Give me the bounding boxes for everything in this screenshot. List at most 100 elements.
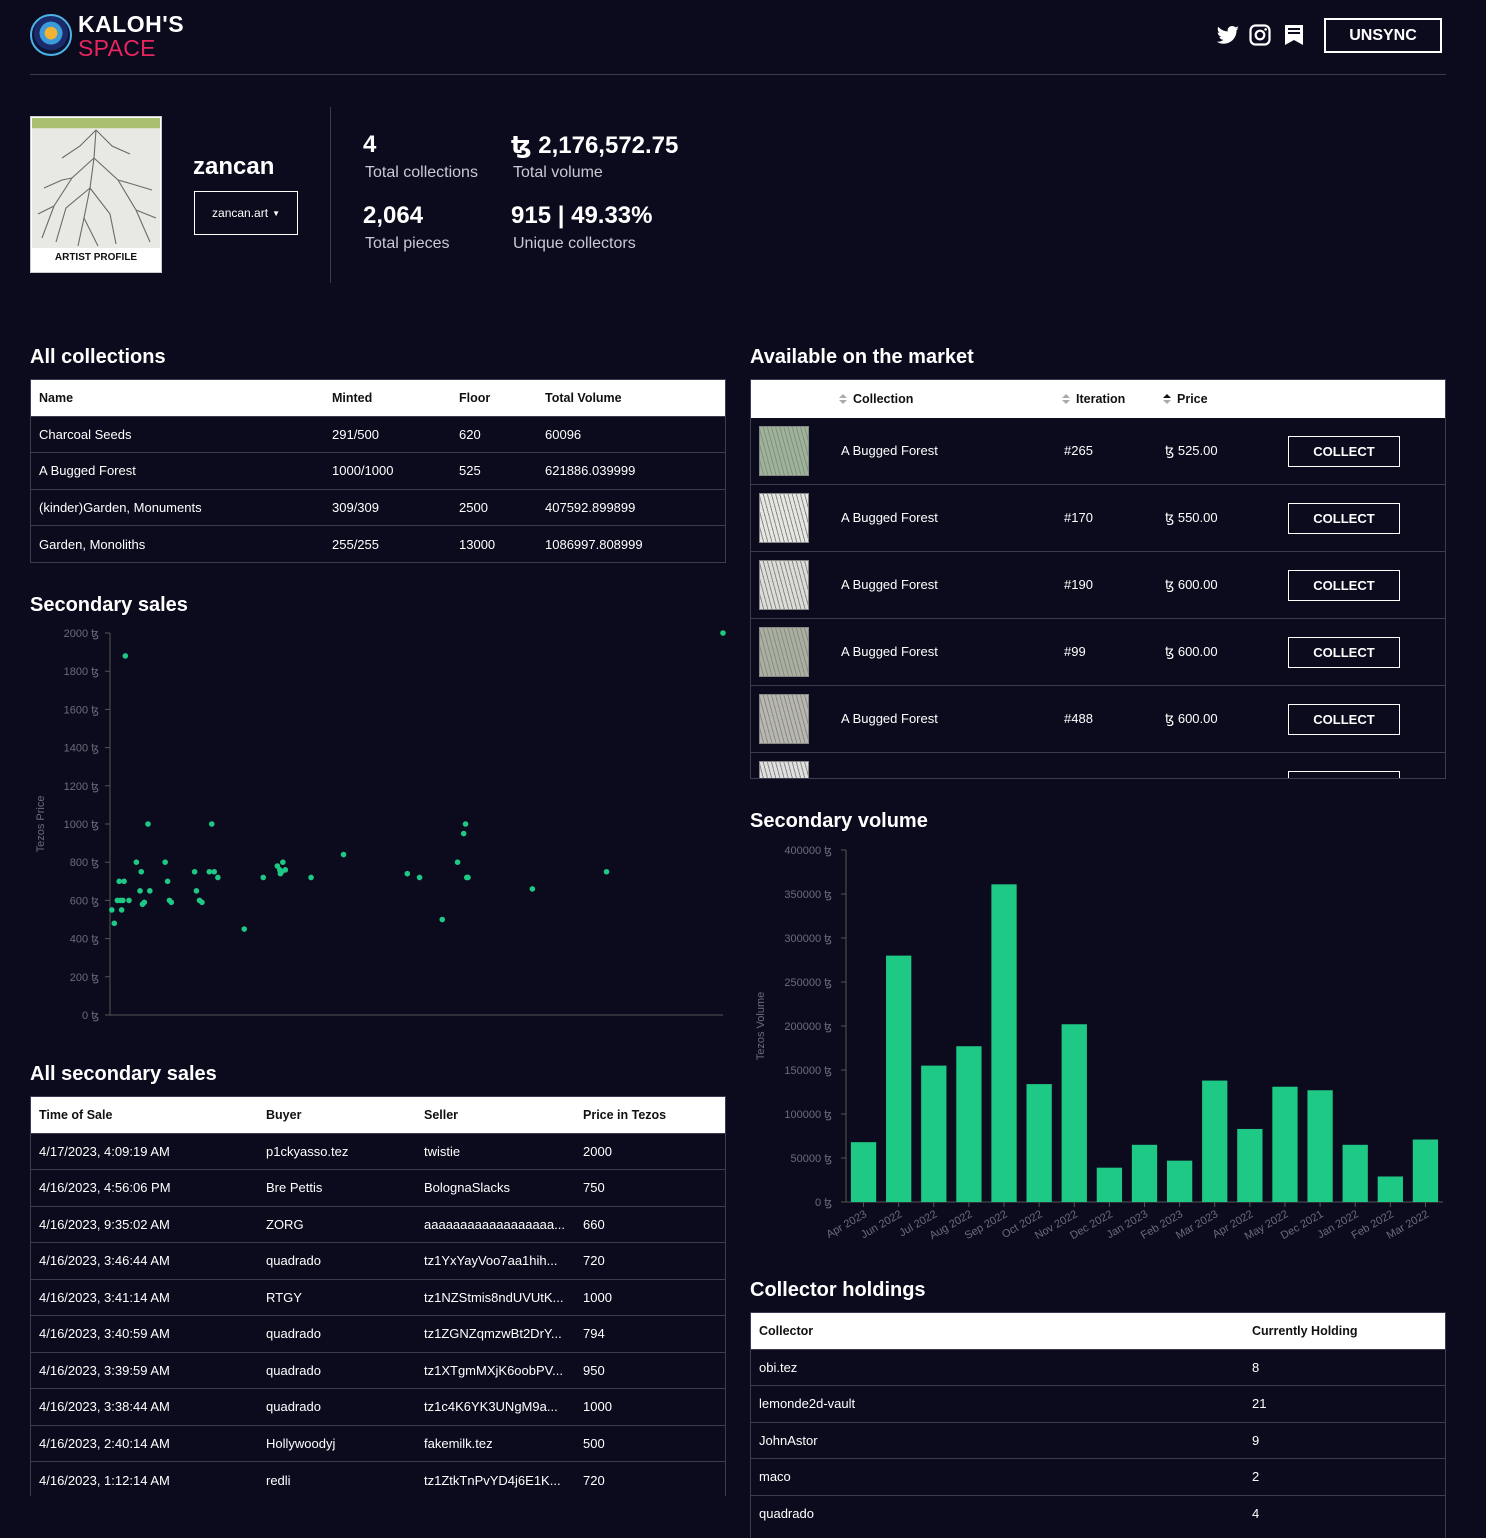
y-tick-label: 1600 ꜩ (64, 704, 100, 716)
market-row[interactable]: A Bugged Forest #265 ꜩ 525.00 COLLECT (751, 418, 1445, 485)
table-row[interactable]: A Bugged Forest 1000/1000 525 621886.039… (31, 452, 725, 489)
logo-title[interactable]: KALOH'S (78, 11, 185, 37)
col-price-in-tezos[interactable]: Price in Tezos (583, 1107, 667, 1122)
scatter-point (164, 878, 171, 885)
total-collections-value: 4 (363, 131, 377, 158)
market-row[interactable]: A Bugged Forest #99 ꜩ 600.00 COLLECT (751, 619, 1445, 686)
market-row[interactable]: A Bugged Forest #170 ꜩ 550.00 COLLECT (751, 485, 1445, 552)
secondary-volume-chart: 0 ꜩ 50000 ꜩ 100000 ꜩ 150000 ꜩ 200000 ꜩ 250000… (755, 845, 1443, 1243)
col-buyer[interactable]: Buyer (266, 1107, 302, 1122)
table-row[interactable]: maco 2 (751, 1458, 1445, 1495)
volume-bar (991, 884, 1017, 1202)
y-axis-label: Tezos Volume (755, 992, 767, 1060)
collect-button[interactable]: COLLECT (1288, 704, 1400, 735)
col-price[interactable]: Price (1163, 392, 1208, 406)
artwork-thumbnail[interactable] (759, 761, 809, 778)
secondary-sales-title: Secondary sales (30, 594, 188, 616)
artwork-thumbnail[interactable] (759, 493, 809, 543)
sale-buyer: redli (258, 1461, 416, 1496)
market-row[interactable]: COLLECT (751, 753, 1445, 778)
market-row[interactable]: A Bugged Forest #488 ꜩ 600.00 COLLECT (751, 686, 1445, 753)
market-row[interactable]: A Bugged Forest #190 ꜩ 600.00 COLLECT (751, 552, 1445, 619)
y-tick-label: 100000 ꜩ (784, 1109, 832, 1121)
artwork-thumbnail[interactable] (759, 694, 809, 744)
table-row[interactable]: 4/16/2023, 4:56:06 PM Bre Pettis BolognaSl… (31, 1169, 725, 1206)
table-row[interactable]: 4/16/2023, 3:40:59 AM quadrado tz1ZGNZqmzw… (31, 1315, 725, 1352)
collect-button[interactable]: COLLECT (1288, 503, 1400, 534)
table-row[interactable]: quadrado 4 (751, 1494, 1445, 1532)
collect-button[interactable]: COLLECT (1288, 436, 1400, 467)
y-tick-label: 200 ꜩ (70, 972, 99, 984)
col-currently-holding[interactable]: Currently Holding (1252, 1323, 1358, 1338)
sort-icon (839, 394, 847, 404)
col-minted[interactable]: Minted (332, 390, 373, 405)
table-row[interactable]: (kinder)Garden, Monuments 309/309 2500 4… (31, 488, 725, 526)
sale-buyer: quadrado (258, 1242, 416, 1279)
col-seller[interactable]: Seller (424, 1107, 459, 1122)
table-row[interactable]: 4/16/2023, 1:12:14 AM redli tz1ZtkTnPvYD4j… (31, 1461, 725, 1496)
collect-button[interactable]: COLLECT (1288, 771, 1400, 778)
artist-name: zancan (193, 153, 275, 180)
col-iteration[interactable]: Iteration (1062, 392, 1125, 406)
artwork-thumbnail[interactable] (759, 627, 809, 677)
artwork-thumbnail[interactable] (759, 560, 809, 610)
caret-down-icon: ▼ (272, 208, 280, 218)
website-dropdown[interactable]: zancan.art ▼ (194, 191, 298, 235)
col-collection[interactable]: Collection (839, 392, 913, 406)
artwork-thumbnail[interactable] (759, 426, 809, 476)
scatter-point (208, 821, 215, 827)
col-collector[interactable]: Collector (759, 1323, 814, 1338)
scatter-point (465, 874, 471, 881)
scatter-point (462, 821, 469, 827)
secondary-volume-title: Secondary volume (750, 810, 928, 832)
table-row[interactable]: 4/16/2023, 3:46:44 AM quadrado tz1YxYayVoo… (31, 1242, 725, 1279)
sale-price: 1000 (575, 1278, 725, 1316)
table-row[interactable]: Charcoal Seeds 291/500 620 60096 (31, 415, 725, 453)
table-row[interactable]: 4/16/2023, 3:41:14 AM RTGY tz1NZStmis8ndUV… (31, 1278, 725, 1316)
logo-subtitle[interactable]: SPACE (78, 35, 156, 61)
col-name[interactable]: Name (39, 390, 74, 405)
collect-button[interactable]: COLLECT (1288, 570, 1400, 601)
artist-profile-card[interactable]: ARTIST PROFILE (30, 116, 162, 273)
table-row[interactable]: 4/16/2023, 9:35:02 AM ZORG aaaaaaaaaaaaaaa… (31, 1205, 725, 1243)
collector-holding: 4 (1244, 1494, 1445, 1532)
table-row[interactable]: lemonde2d-vault 21 (751, 1385, 1445, 1422)
col-time-of-sale[interactable]: Time of Sale (39, 1107, 113, 1122)
volume-bar (956, 1046, 982, 1202)
scatter-point (138, 868, 145, 875)
table-row[interactable]: 4/17/2023, 4:09:19 AM p1ckyasso.tez twisti… (31, 1132, 725, 1170)
y-tick-label: 2000 ꜩ (64, 628, 100, 640)
sale-price: 660 (575, 1205, 725, 1243)
scatter-point (122, 653, 129, 659)
unsync-button[interactable]: UNSYNC (1324, 18, 1442, 53)
volume-bar (1026, 1084, 1052, 1202)
table-row[interactable]: obi.tez 8 (751, 1348, 1445, 1386)
table-row[interactable]: 4/16/2023, 2:40:14 AM Hollywoodyj fakemilk… (31, 1424, 725, 1462)
market-iteration: #265 (1064, 443, 1093, 458)
scatter-point (211, 868, 218, 875)
total-pieces-value: 2,064 (363, 202, 424, 229)
col-total-volume[interactable]: Total Volume (545, 390, 622, 405)
logo-avatar[interactable] (30, 14, 72, 56)
artist-profile-caption: ARTIST PROFILE (54, 252, 138, 263)
table-row[interactable]: Garden, Monoliths 255/255 13000 1086997.… (31, 525, 725, 562)
col-floor[interactable]: Floor (459, 390, 491, 405)
table-row[interactable]: 4/16/2023, 3:39:59 AM quadrado tz1XTgmMXjK… (31, 1351, 725, 1389)
scatter-point (416, 874, 423, 881)
instagram-icon[interactable] (1248, 23, 1272, 47)
twitter-icon[interactable] (1216, 23, 1240, 47)
scatter-point (193, 888, 200, 894)
market-iteration: #488 (1064, 711, 1093, 726)
bookmark-icon[interactable] (1282, 23, 1306, 47)
sort-asc-icon (1163, 394, 1171, 404)
table-row[interactable]: JohnAstor 9 (751, 1421, 1445, 1459)
volume-bar (1377, 1176, 1403, 1202)
sale-seller: tz1ZGNZqmzwBt2DrY... (416, 1315, 575, 1352)
collect-button[interactable]: COLLECT (1288, 637, 1400, 668)
volume-bar (1096, 1167, 1123, 1202)
collector-name: maco (751, 1458, 1244, 1495)
website-label: zancan.art (212, 206, 269, 220)
artist-avatar (32, 118, 160, 248)
collector-holding: 2 (1244, 1458, 1445, 1495)
table-row[interactable]: 4/16/2023, 3:38:44 AM quadrado tz1c4K6YK3U… (31, 1388, 725, 1425)
